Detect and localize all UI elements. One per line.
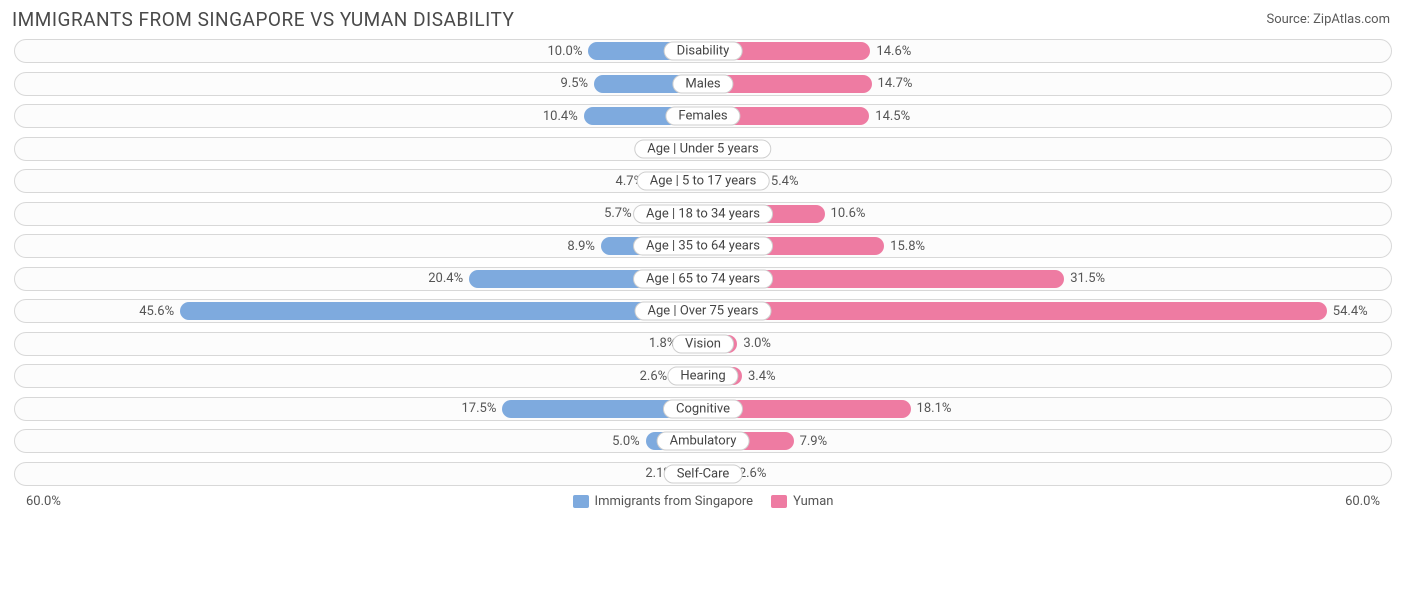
category-label: Females xyxy=(665,107,740,126)
diverging-bar-chart: 10.0%14.6%Disability9.5%14.7%Males10.4%1… xyxy=(0,35,1406,486)
bar-value-left: 5.0% xyxy=(612,434,640,449)
chart-row: 20.4% 31.5% Age | 65 to 74 years xyxy=(14,267,1392,291)
chart-row: 5.0% 7.9% Ambulatory xyxy=(14,429,1392,453)
bar-value-left: 45.6% xyxy=(139,304,174,319)
chart-footer: 60.0% Immigrants from Singapore Yuman 60… xyxy=(0,494,1406,509)
chart-row: 1.1%0.95%Age | Under 5 years xyxy=(14,137,1392,161)
category-label: Cognitive xyxy=(663,399,743,418)
axis-max-left: 60.0% xyxy=(26,494,61,509)
bar-right xyxy=(703,302,1327,320)
bar-value-right: 18.1% xyxy=(917,401,952,416)
bar-value-right: 3.0% xyxy=(743,336,771,351)
category-label: Self-Care xyxy=(664,464,743,483)
category-label: Hearing xyxy=(667,367,738,386)
category-label: Disability xyxy=(664,42,743,61)
chart-row: 5.7% 10.6% Age | 18 to 34 years xyxy=(14,202,1392,226)
axis-max-right: 60.0% xyxy=(1345,494,1380,509)
category-label: Age | 35 to 64 years xyxy=(633,237,773,256)
bar-value-left: 5.7% xyxy=(604,206,632,221)
chart-row: 9.5% 14.7% Males xyxy=(14,72,1392,96)
chart-header: IMMIGRANTS FROM SINGAPORE VS YUMAN DISAB… xyxy=(0,0,1406,35)
legend-item-left: Immigrants from Singapore xyxy=(573,494,754,509)
legend-swatch-right xyxy=(771,495,787,508)
chart-row: 1.8%3.0%Vision xyxy=(14,332,1392,356)
bar-value-left: 9.5% xyxy=(561,76,589,91)
legend-label-right: Yuman xyxy=(793,494,833,509)
bar-value-right: 14.5% xyxy=(875,109,910,124)
legend-item-right: Yuman xyxy=(771,494,833,509)
legend: Immigrants from Singapore Yuman xyxy=(61,494,1345,509)
bar-value-right: 10.6% xyxy=(831,206,866,221)
bar-value-right: 54.4% xyxy=(1333,304,1368,319)
category-label: Age | 18 to 34 years xyxy=(633,204,773,223)
bar-value-right: 5.4% xyxy=(771,174,799,189)
bar-left xyxy=(180,302,703,320)
chart-row: 45.6% 54.4% Age | Over 75 years xyxy=(14,299,1392,323)
chart-row: 2.6% 3.4% Hearing xyxy=(14,364,1392,388)
bar-value-right: 14.6% xyxy=(876,44,911,59)
bar-value-left: 10.0% xyxy=(547,44,582,59)
category-label: Age | 5 to 17 years xyxy=(637,172,770,191)
bar-value-right: 2.6% xyxy=(739,466,767,481)
legend-label-left: Immigrants from Singapore xyxy=(595,494,754,509)
chart-row: 2.1%2.6%Self-Care xyxy=(14,462,1392,486)
bar-value-left: 2.6% xyxy=(640,369,668,384)
chart-title: IMMIGRANTS FROM SINGAPORE VS YUMAN DISAB… xyxy=(12,8,514,31)
chart-row: 4.7%5.4%Age | 5 to 17 years xyxy=(14,169,1392,193)
category-label: Males xyxy=(672,74,733,93)
bar-value-left: 8.9% xyxy=(567,239,595,254)
chart-row: 8.9% 15.8% Age | 35 to 64 years xyxy=(14,234,1392,258)
category-label: Ambulatory xyxy=(657,432,750,451)
bar-value-right: 15.8% xyxy=(890,239,925,254)
bar-value-right: 31.5% xyxy=(1070,271,1105,286)
category-label: Age | Over 75 years xyxy=(635,302,772,321)
category-label: Age | 65 to 74 years xyxy=(633,269,773,288)
chart-source: Source: ZipAtlas.com xyxy=(1266,12,1390,27)
legend-swatch-left xyxy=(573,495,589,508)
category-label: Vision xyxy=(672,334,734,353)
chart-row: 17.5% 18.1% Cognitive xyxy=(14,397,1392,421)
bar-value-left: 20.4% xyxy=(428,271,463,286)
bar-value-right: 3.4% xyxy=(748,369,776,384)
chart-row: 10.0% 14.6% Disability xyxy=(14,39,1392,63)
bar-value-right: 7.9% xyxy=(800,434,828,449)
chart-row: 10.4% 14.5% Females xyxy=(14,104,1392,128)
bar-value-left: 17.5% xyxy=(461,401,496,416)
bar-value-left: 10.4% xyxy=(543,109,578,124)
category-label: Age | Under 5 years xyxy=(634,139,771,158)
bar-value-right: 14.7% xyxy=(878,76,913,91)
